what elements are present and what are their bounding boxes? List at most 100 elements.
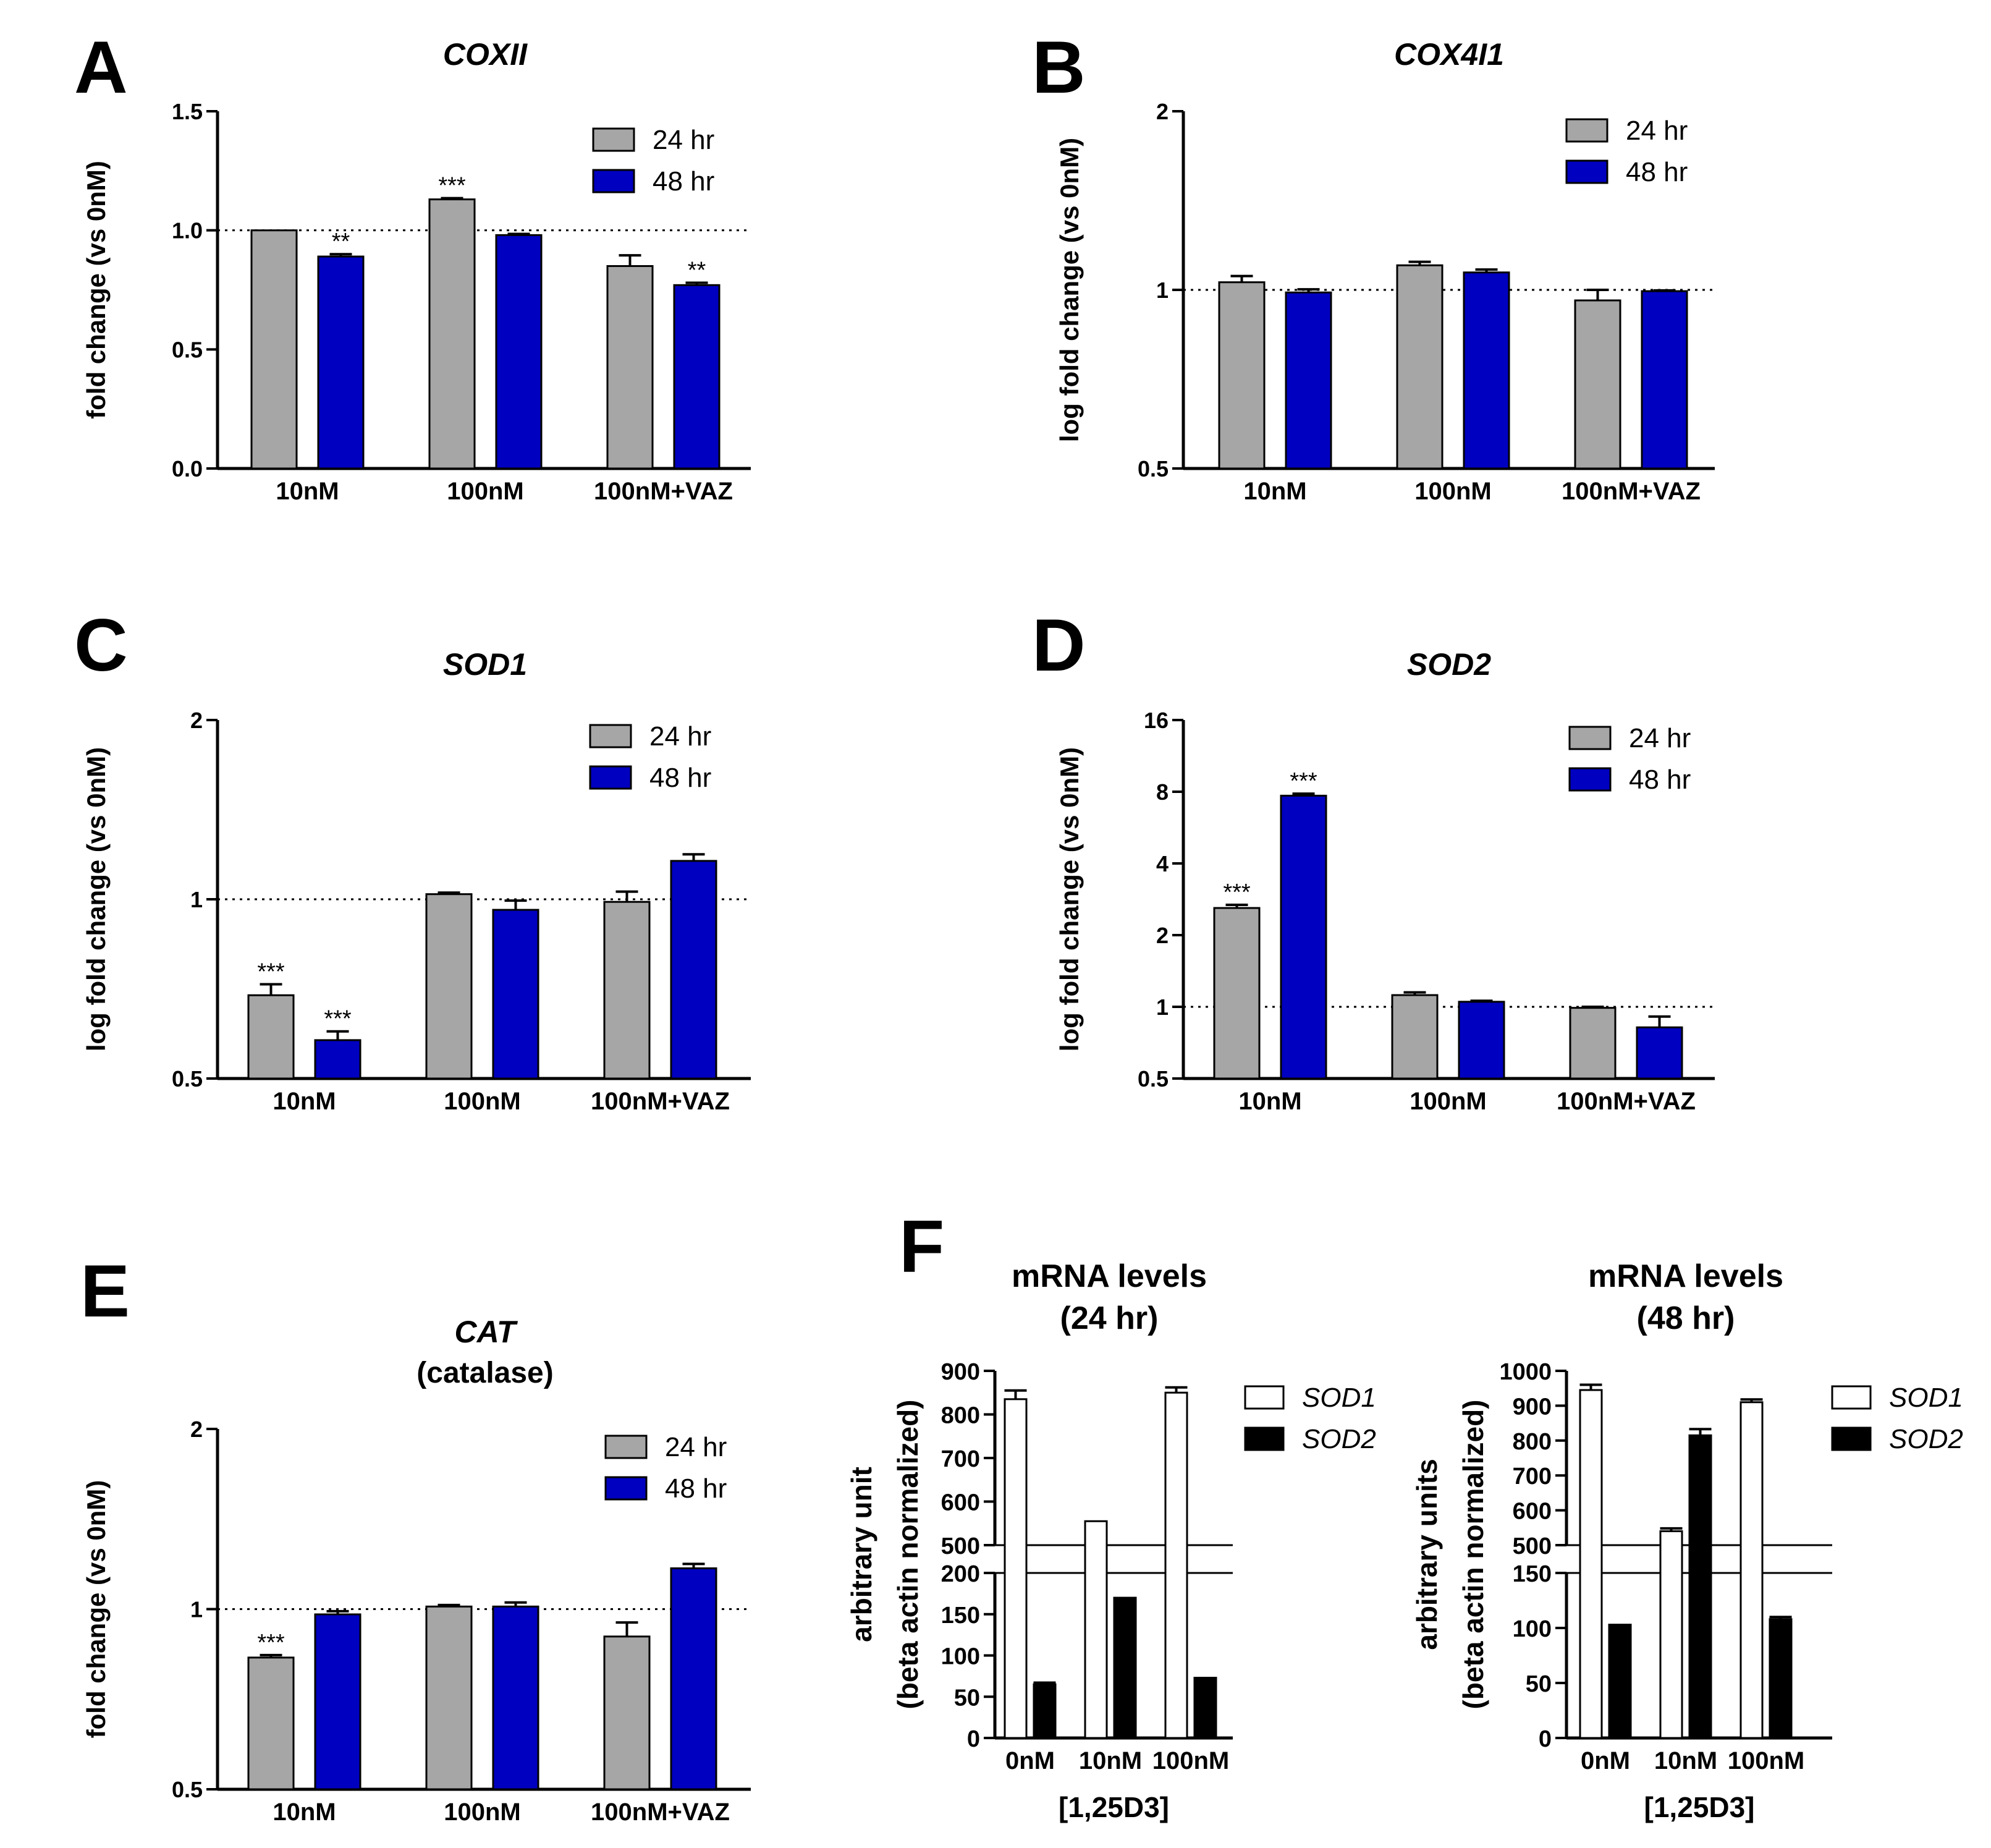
- y-tick-label: 2: [1156, 923, 1169, 948]
- bar-24-hr: [1213, 907, 1261, 1080]
- bar-sod2: [1769, 1618, 1793, 1739]
- y-tick-label: 1.5: [172, 99, 203, 124]
- legend-swatch: [604, 1476, 648, 1501]
- y-tick-label: 1: [1156, 278, 1169, 303]
- y-tick-label: 1: [190, 887, 203, 912]
- x-tick-label: 10nM: [273, 1799, 336, 1826]
- bar-sod1: [1659, 1530, 1683, 1739]
- y-tick-label: 500: [1513, 1533, 1552, 1559]
- panel-label: E: [80, 1250, 130, 1333]
- y-axis-label: arbitrary units: [1411, 1459, 1443, 1650]
- bar-48-hr: [1458, 1001, 1505, 1080]
- y-tick-label: 0.5: [172, 1777, 203, 1802]
- legend-label: 24 hr: [653, 125, 714, 155]
- x-axis-label: [1,25D3]: [1059, 1791, 1169, 1823]
- y-tick-label: 1.0: [172, 218, 203, 244]
- bar-sod2: [1033, 1683, 1057, 1739]
- x-tick-label: 10nM: [1243, 478, 1306, 505]
- legend-label: 48 hr: [665, 1473, 727, 1504]
- y-tick-label: 600: [1513, 1499, 1552, 1525]
- significance-mark: ***: [324, 1006, 352, 1032]
- y-tick-label: 50: [954, 1685, 980, 1711]
- legend-swatch: [1565, 159, 1608, 184]
- y-tick-label: 2: [190, 1417, 203, 1442]
- legend-swatch: [1831, 1426, 1872, 1451]
- chart-title: mRNA levels: [1588, 1258, 1783, 1294]
- bar-24-hr: [1218, 281, 1266, 470]
- y-tick-label: 0: [1539, 1726, 1552, 1752]
- chart-panel-d: D SOD2 0.5 1 2 4 8 16 log fold change (vs 0nM) **…: [1032, 604, 1715, 1115]
- y-axis-label: arbitrary unit: [845, 1467, 877, 1642]
- x-tick-label: 100nM: [447, 478, 524, 505]
- bar-24-hr: [606, 265, 654, 470]
- panel-label: F: [899, 1205, 944, 1288]
- y-tick-label: 0.0: [172, 456, 203, 481]
- bar-sod1: [1579, 1389, 1603, 1739]
- y-tick-label: 0.5: [172, 337, 203, 362]
- chart-title: SOD2: [1407, 647, 1491, 682]
- x-tick-label: 100nM+VAZ: [594, 478, 733, 505]
- chart-title: COXII: [443, 37, 528, 72]
- legend-label: 48 hr: [1629, 765, 1691, 795]
- x-tick-label: 10nM: [1238, 1088, 1301, 1115]
- chart-subtitle: (catalase): [416, 1357, 553, 1389]
- y-tick-label: 200: [941, 1561, 980, 1587]
- chart-title: COX4I1: [1394, 37, 1504, 72]
- legend-label: 48 hr: [653, 166, 714, 197]
- y-tick-label: 2: [1156, 99, 1169, 124]
- bar-sod2: [1193, 1677, 1217, 1739]
- bar-48-hr: [317, 255, 365, 470]
- bar-24-hr: [603, 1635, 651, 1791]
- legend-swatch: [589, 724, 632, 748]
- chart-title: SOD1: [443, 647, 527, 682]
- legend-label: SOD1: [1302, 1383, 1376, 1413]
- chart-subtitle: (48 hr): [1637, 1300, 1735, 1336]
- x-tick-label: 100nM: [444, 1088, 521, 1115]
- x-tick-label: 100nM: [1152, 1747, 1230, 1774]
- y-axis-label-2: (beta actin normalized): [1457, 1400, 1489, 1710]
- x-tick-label: 100nM+VAZ: [591, 1799, 730, 1826]
- bar-sod2: [1608, 1624, 1632, 1739]
- y-tick-label: 16: [1144, 708, 1169, 733]
- legend-swatch: [604, 1435, 648, 1459]
- y-axis-label: log fold change (vs 0nM): [82, 747, 111, 1051]
- x-tick-label: 100nM: [1414, 478, 1492, 505]
- x-tick-label: 0nM: [1005, 1747, 1055, 1774]
- legend-swatch: [1568, 726, 1612, 750]
- x-tick-label: 100nM+VAZ: [1557, 1088, 1696, 1115]
- bar-sod1: [1164, 1391, 1188, 1739]
- bar-24-hr: [425, 1605, 473, 1791]
- legend-label: 24 hr: [665, 1432, 727, 1462]
- panel-label: B: [1032, 26, 1086, 109]
- legend-label: SOD1: [1889, 1383, 1963, 1413]
- x-tick-label: 10nM: [1079, 1747, 1142, 1774]
- y-axis-label: log fold change (vs 0nM): [1055, 138, 1084, 442]
- y-axis-label: fold change (vs 0nM): [82, 1480, 111, 1739]
- legend-swatch: [1831, 1385, 1872, 1410]
- legend-label: 24 hr: [649, 721, 711, 752]
- significance-mark: **: [688, 257, 706, 283]
- legend-label: SOD2: [1889, 1424, 1963, 1454]
- bar-48-hr: [1280, 794, 1327, 1080]
- y-tick-label: 50: [1526, 1671, 1552, 1697]
- x-tick-label: 10nM: [273, 1088, 336, 1115]
- chart-title: mRNA levels: [1012, 1258, 1207, 1294]
- y-tick-label: 0.5: [1138, 456, 1169, 481]
- legend-swatch: [589, 765, 632, 790]
- legend-label: 24 hr: [1629, 723, 1691, 753]
- chart-title: CAT: [454, 1315, 518, 1349]
- bar-sod2: [1113, 1596, 1137, 1739]
- y-tick-label: 150: [1513, 1561, 1552, 1587]
- significance-mark: ***: [1223, 879, 1251, 905]
- chart-panel-a: A COXII 0.0 0.5 1.0 1.5 fold change (vs 0nM) **…: [74, 26, 751, 505]
- bar-24-hr: [1569, 1007, 1617, 1080]
- bar-48-hr: [314, 1613, 361, 1791]
- bar-48-hr: [670, 860, 717, 1080]
- y-axis-label: log fold change (vs 0nM): [1055, 747, 1084, 1051]
- bar-48-hr: [492, 909, 539, 1080]
- panel-label: C: [74, 604, 128, 687]
- y-tick-label: 800: [1513, 1429, 1552, 1455]
- x-tick-label: 100nM: [1410, 1088, 1487, 1115]
- bar-24-hr: [250, 229, 298, 470]
